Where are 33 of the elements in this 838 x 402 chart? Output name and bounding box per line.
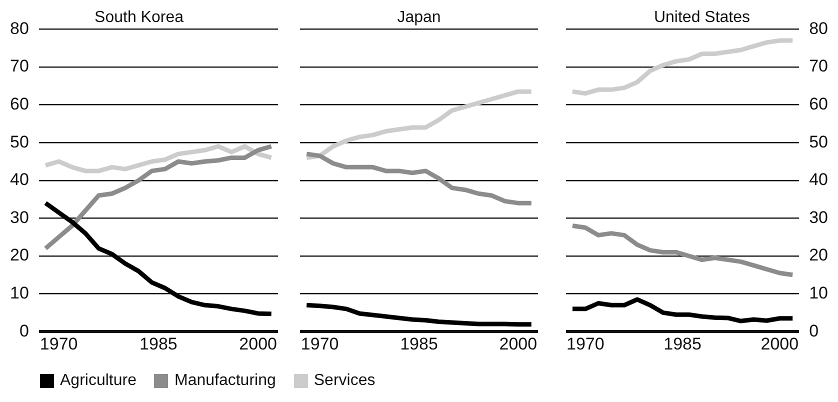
y-tick-label: 80 (809, 18, 828, 38)
x-tick-label: 2000 (760, 334, 799, 354)
y-tick-label: 20 (10, 246, 29, 265)
y-tick-label: 80 (10, 18, 29, 38)
y-tick-label: 50 (10, 132, 29, 152)
x-tick-label: 1985 (664, 334, 702, 354)
chart-title: Japan (397, 9, 441, 26)
x-tick-label: 1970 (40, 334, 78, 354)
y-tick-label: 20 (809, 246, 828, 265)
x-tick-label: 1970 (566, 334, 604, 354)
x-tick-label: 1985 (400, 334, 438, 354)
x-tick-label: 2000 (239, 334, 277, 354)
y-tick-label: 70 (809, 56, 828, 76)
x-tick-label: 1985 (140, 334, 178, 354)
chart-title: United States (654, 9, 750, 26)
y-tick-label: 0 (809, 321, 819, 340)
y-tick-label: 30 (809, 208, 828, 227)
y-tick-label: 40 (10, 170, 29, 190)
legend-label: Services (314, 372, 376, 390)
y-tick-label: 60 (809, 94, 828, 114)
y-tick-label: 60 (10, 94, 29, 114)
legend-label: Agriculture (60, 372, 136, 390)
legend-label: Manufacturing (174, 372, 276, 390)
y-tick-label: 40 (809, 170, 828, 190)
y-tick-label: 50 (809, 132, 828, 152)
y-tick-label: 70 (10, 56, 29, 76)
y-tick-label: 30 (10, 208, 29, 227)
y-tick-label: 0 (19, 321, 29, 340)
chart-title: South Korea (94, 9, 184, 26)
y-tick-label: 10 (809, 283, 828, 302)
x-tick-label: 2000 (499, 334, 538, 354)
x-tick-label: 1970 (300, 334, 339, 354)
y-tick-label: 10 (10, 283, 29, 302)
